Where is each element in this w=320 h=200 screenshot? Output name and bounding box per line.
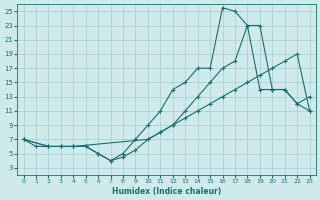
X-axis label: Humidex (Indice chaleur): Humidex (Indice chaleur) (112, 187, 221, 196)
